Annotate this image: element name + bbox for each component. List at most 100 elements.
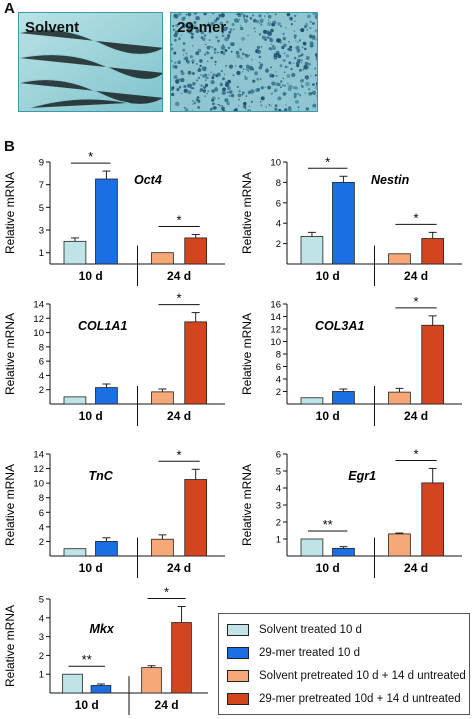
texture-dot <box>277 54 282 59</box>
texture-dot <box>301 46 304 49</box>
texture-dot <box>289 16 293 21</box>
texture-dot <box>198 76 200 79</box>
texture-dot <box>209 107 213 111</box>
texture-dot <box>294 14 297 18</box>
texture-dot <box>207 22 210 24</box>
group-label: 10 d <box>79 561 103 575</box>
texture-dot <box>192 26 195 29</box>
texture-dot <box>224 98 229 103</box>
legend-label: 29-mer treated 10 d <box>259 647 361 659</box>
y-tick-label: 1 <box>39 670 44 681</box>
texture-dot <box>249 17 253 20</box>
texture-dot <box>189 55 193 59</box>
texture-dot <box>305 107 309 111</box>
legend-label: 29-mer pretreated 10d + 14 d untreated <box>259 693 461 705</box>
texture-dot <box>193 101 197 105</box>
texture-dot <box>171 59 173 63</box>
y-tick-label: 14 <box>270 312 281 323</box>
chart-title: Egr1 <box>348 469 376 483</box>
texture-dot <box>284 65 287 69</box>
y-axis-label: Relative mRNA <box>240 464 254 546</box>
chart-title: Mkx <box>90 622 115 636</box>
texture-dot <box>266 68 269 71</box>
texture-dot <box>273 53 278 57</box>
texture-dot <box>236 70 241 76</box>
texture-dot <box>249 105 251 108</box>
texture-dot <box>183 58 186 60</box>
texture-dot <box>172 28 176 31</box>
legend-item-29mer-10d: 29-mer treated 10 d <box>227 645 360 661</box>
chart-title: COL1A1 <box>78 319 127 333</box>
texture-dot <box>225 64 228 67</box>
texture-dot <box>254 71 259 76</box>
texture-dot <box>226 91 229 94</box>
texture-dot <box>280 41 283 44</box>
bar <box>95 387 118 405</box>
texture-dot <box>314 67 317 70</box>
texture-dot <box>229 28 233 31</box>
bar <box>388 533 411 557</box>
texture-dot <box>304 47 307 51</box>
texture-dot <box>268 104 271 106</box>
texture-dot <box>241 93 244 96</box>
texture-dot <box>250 100 253 103</box>
texture-dot <box>310 75 312 77</box>
y-tick-label: 1 <box>276 535 281 546</box>
texture-dot <box>227 34 231 38</box>
texture-dot <box>294 20 296 22</box>
texture-dot <box>258 61 261 64</box>
29mer-image-label: 29-mer <box>177 19 227 36</box>
texture-dot <box>220 13 225 18</box>
bar <box>332 182 355 265</box>
texture-dot <box>173 33 178 38</box>
texture-dot <box>260 46 262 48</box>
texture-dot <box>195 63 198 65</box>
texture-dot <box>233 108 238 111</box>
texture-dot <box>206 23 211 27</box>
texture-dot <box>220 82 222 84</box>
texture-dot <box>184 56 189 61</box>
texture-dot <box>284 26 287 29</box>
texture-dot <box>180 77 185 83</box>
texture-dot <box>256 77 260 81</box>
texture-dot <box>242 68 245 70</box>
texture-dot <box>256 45 260 50</box>
texture-dot <box>283 52 286 55</box>
texture-dot <box>280 86 282 89</box>
texture-dot <box>239 26 244 31</box>
chart-tnc: Relative mRNA 2 4 6 8 10 12 14 10 d 24 d * TnC <box>3 447 225 578</box>
texture-dot <box>240 25 242 27</box>
texture-dot <box>267 21 272 27</box>
bar <box>421 238 445 265</box>
texture-dot <box>312 22 315 25</box>
chart-nestin: Relative mRNA 2 4 6 8 10 10 d 24 d * * Nestin <box>240 154 462 286</box>
bar <box>421 482 445 557</box>
y-tick-label: 10 <box>270 337 281 348</box>
texture-dot <box>201 75 205 78</box>
texture-dot <box>268 36 271 39</box>
y-tick-label: 8 <box>39 493 44 504</box>
texture-dot <box>241 37 245 41</box>
texture-dot <box>214 87 219 92</box>
texture-dot <box>205 76 209 80</box>
texture-dot <box>274 107 278 111</box>
texture-dot <box>191 61 194 64</box>
texture-dot <box>206 92 208 95</box>
texture-dot <box>283 71 286 74</box>
texture-dot <box>264 38 267 41</box>
texture-dot <box>304 92 306 94</box>
texture-dot <box>212 73 216 77</box>
texture-dot <box>272 44 275 47</box>
texture-dot <box>315 85 317 90</box>
chart-title: Nestin <box>371 173 410 187</box>
texture-dot <box>190 35 194 39</box>
texture-dot <box>242 91 245 94</box>
bar <box>151 252 174 265</box>
texture-dot <box>315 82 317 86</box>
texture-dot <box>292 86 297 90</box>
texture-dot <box>308 88 311 91</box>
texture-dot <box>253 27 256 30</box>
texture-dot <box>272 20 277 25</box>
texture-dot <box>309 20 312 24</box>
